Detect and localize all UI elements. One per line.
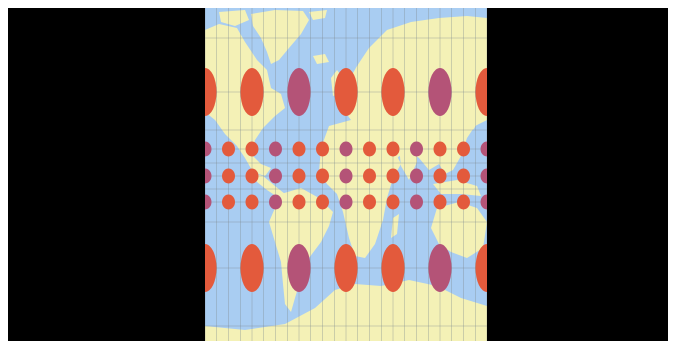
tissot-indicatrix [428,244,452,292]
tissot-indicatrix [334,68,358,116]
tissot-indicatrix [386,168,400,184]
tissot-indicatrix [381,68,405,116]
tissot-indicatrix [316,168,329,184]
tissot-indicatrix [222,141,235,157]
tissot-indicatrix [339,168,353,184]
tissot-indicatrix [363,168,376,184]
tissot-indicatrix [457,194,470,210]
tissot-indicatrix [245,194,259,210]
tissot-indicatrix [316,141,329,157]
tissot-indicatrix [339,194,353,210]
tissot-indicatrix [205,194,212,210]
arctic-islands [219,10,327,26]
tissot-indicatrix [205,68,217,116]
tissot-indicatrix [428,68,452,116]
tissot-indicatrix [339,141,353,157]
tissot-indicatrix [292,141,306,157]
tissot-indicatrix [287,244,311,292]
central-america [251,172,285,198]
tissot-indicatrix [410,194,423,210]
tissot-indicatrix [433,141,447,157]
tissot-indicatrix [480,194,487,210]
tissot-indicatrix [475,244,487,292]
iceland [313,54,329,64]
tissot-indicatrix [245,168,259,184]
tissot-indicatrix [205,244,217,292]
video-frame [8,8,668,341]
tissot-indicatrix [363,194,376,210]
tissot-indicatrix [410,141,423,157]
australia [431,202,487,258]
tissot-indicatrix [205,141,212,157]
tissot-indicatrix [457,168,470,184]
tissot-indicatrix [269,141,282,157]
tissot-indicatrix [205,168,212,184]
tissot-indicatrix [457,141,470,157]
tissot-indicatrix [292,194,306,210]
tissot-indicatrix [245,141,259,157]
tissot-indicatrix [222,194,235,210]
tissot-indicatrix [316,194,329,210]
tissot-indicatrix [433,168,447,184]
tissot-indicatrices [205,68,487,292]
tissot-indicatrix [410,168,423,184]
tissot-indicatrix [381,244,405,292]
tissot-indicatrix [269,194,282,210]
tissot-indicatrix [386,194,400,210]
tissot-indicatrix [433,194,447,210]
tissot-indicatrix [334,244,358,292]
world-map [205,8,487,341]
tissot-indicatrix [240,68,264,116]
tissot-indicatrix [292,168,306,184]
tissot-indicatrix [386,141,400,157]
tissot-indicatrix [287,68,311,116]
tissot-indicatrix [480,168,487,184]
tissot-indicatrix [475,68,487,116]
tissot-indicatrix [363,141,376,157]
tissot-indicatrix [269,168,282,184]
tissot-indicatrix [480,141,487,157]
indonesia [433,180,481,196]
tissot-indicatrix [222,168,235,184]
greenland [251,10,309,64]
tissot-indicatrix [240,244,264,292]
